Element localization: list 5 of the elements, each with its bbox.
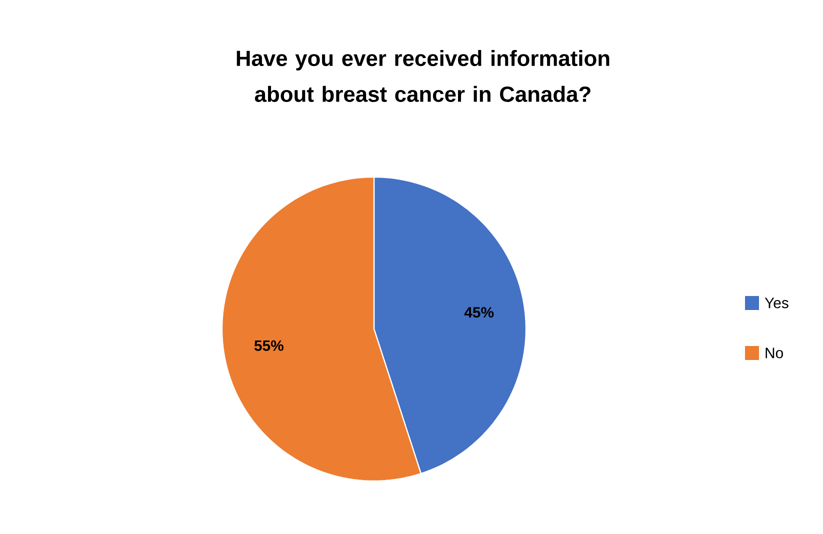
data-label: 45%	[464, 307, 494, 318]
chart-title: Have you ever received information about breast cancer in Canada?	[236, 50, 610, 102]
legend-label: Yes	[764, 298, 788, 308]
legend-label: No	[766, 348, 783, 358]
data-label: 55%	[254, 340, 284, 351]
